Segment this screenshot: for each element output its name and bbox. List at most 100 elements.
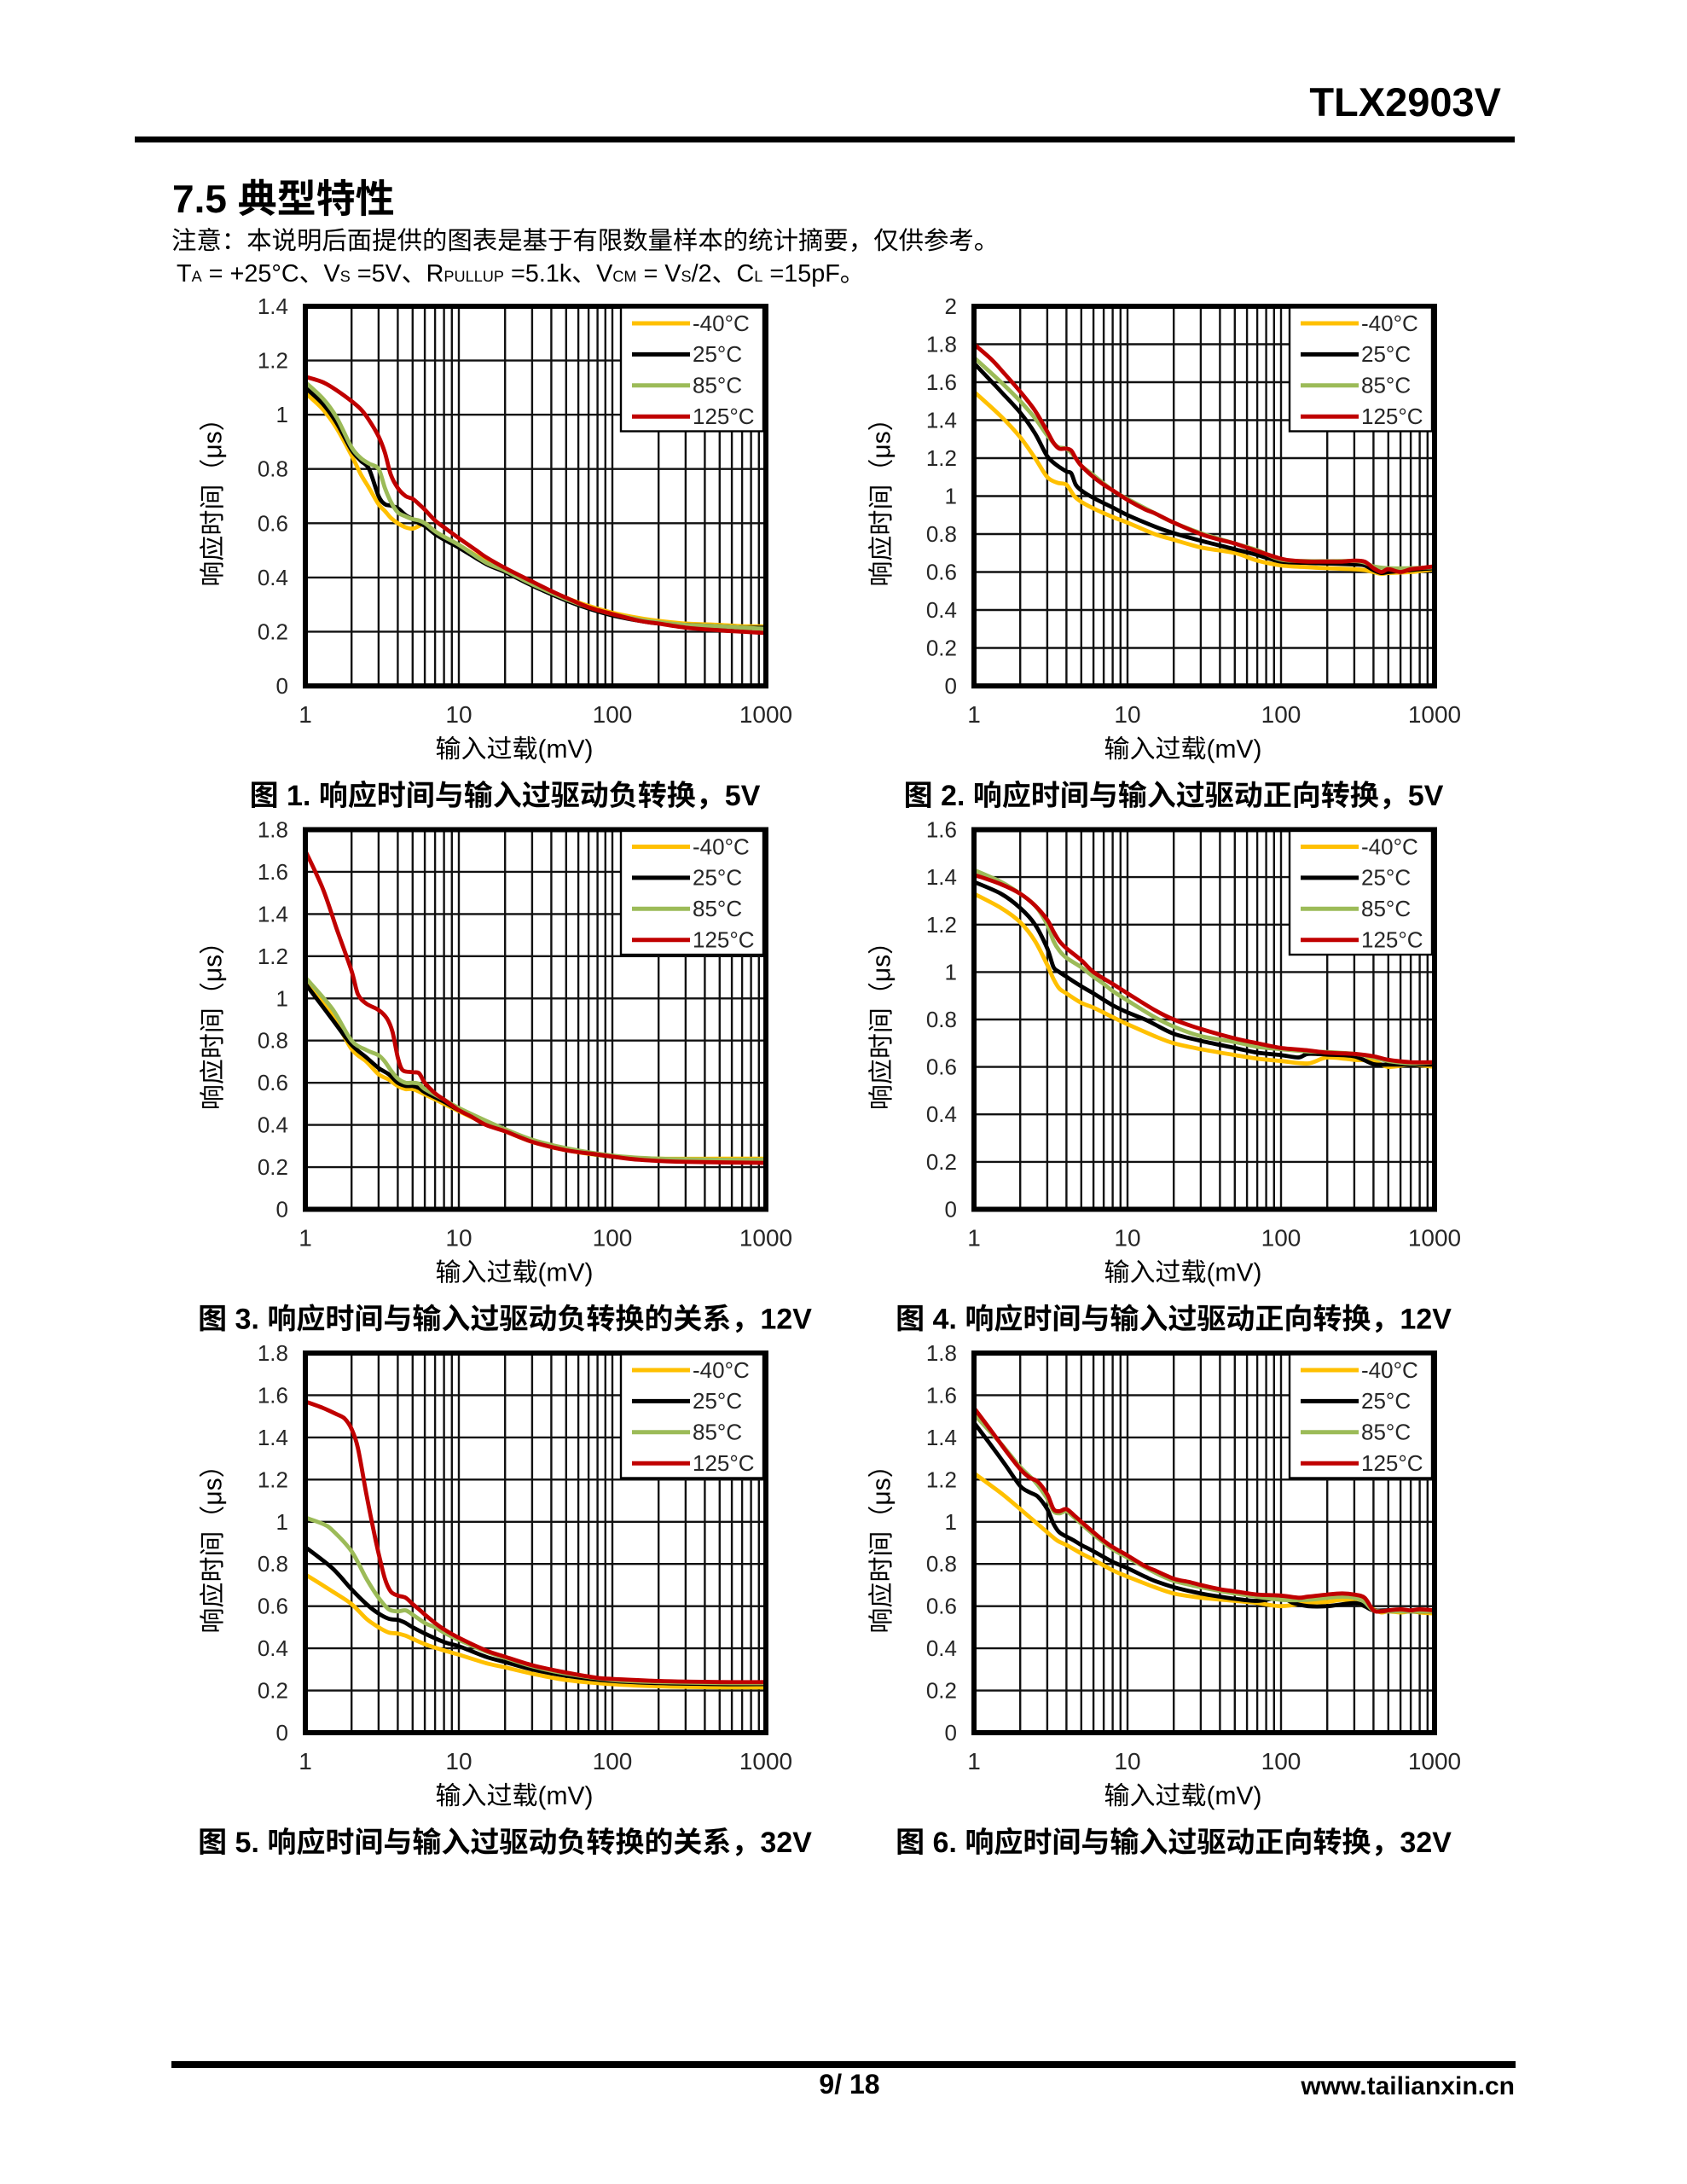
svg-text:1: 1 (276, 402, 288, 427)
svg-text:125°C: 125°C (1361, 1450, 1423, 1476)
svg-text:1.6: 1.6 (926, 369, 957, 395)
svg-text:0.4: 0.4 (258, 1635, 288, 1661)
svg-text:1: 1 (299, 1748, 312, 1774)
svg-text:0.4: 0.4 (926, 1101, 957, 1127)
svg-text:100: 100 (593, 701, 633, 728)
svg-text:100: 100 (593, 1748, 633, 1774)
svg-text:2: 2 (945, 293, 957, 319)
svg-text:1: 1 (967, 1225, 981, 1252)
svg-text:1.6: 1.6 (926, 817, 957, 843)
svg-text:0: 0 (945, 673, 957, 699)
svg-text:10: 10 (445, 1225, 472, 1252)
svg-text:0.6: 0.6 (926, 1054, 957, 1080)
svg-text:125°C: 125°C (1361, 927, 1423, 953)
svg-text:1000: 1000 (1408, 701, 1461, 728)
svg-text:0.6: 0.6 (258, 1594, 288, 1619)
svg-text:1.2: 1.2 (258, 348, 288, 374)
svg-text:1: 1 (299, 701, 312, 728)
svg-text:10: 10 (445, 701, 472, 728)
svg-text:1.2: 1.2 (926, 912, 957, 938)
svg-text:0.4: 0.4 (258, 565, 288, 590)
svg-text:0.8: 0.8 (926, 1551, 957, 1577)
svg-text:1.4: 1.4 (926, 1425, 957, 1450)
svg-text:1000: 1000 (739, 1748, 792, 1774)
svg-text:1000: 1000 (1408, 1225, 1461, 1252)
svg-text:1.6: 1.6 (258, 859, 288, 885)
svg-text:1000: 1000 (739, 701, 792, 728)
svg-text:25°C: 25°C (693, 1388, 742, 1414)
svg-text:0: 0 (276, 1197, 288, 1223)
svg-text:25°C: 25°C (1361, 1388, 1411, 1414)
svg-text:85°C: 85°C (693, 373, 742, 398)
svg-text:1.2: 1.2 (926, 1467, 957, 1492)
svg-text:0.8: 0.8 (926, 521, 957, 547)
svg-text:25°C: 25°C (693, 865, 742, 891)
svg-text:25°C: 25°C (1361, 341, 1411, 367)
svg-text:0.8: 0.8 (258, 456, 288, 482)
svg-text:1: 1 (967, 701, 981, 728)
svg-text:www.tailianxin.cn: www.tailianxin.cn (1300, 2072, 1515, 2100)
svg-text:0.2: 0.2 (926, 1678, 957, 1704)
svg-text:1.8: 1.8 (258, 817, 288, 843)
svg-text:100: 100 (1261, 1225, 1301, 1252)
svg-text:0: 0 (945, 1720, 957, 1745)
svg-text:1.4: 1.4 (926, 408, 957, 433)
svg-text:-40°C: -40°C (1361, 1357, 1418, 1383)
svg-text:100: 100 (1261, 1748, 1301, 1774)
svg-text:0.6: 0.6 (258, 510, 288, 536)
svg-text:0: 0 (276, 673, 288, 699)
svg-text:-40°C: -40°C (693, 311, 750, 336)
svg-text:1.8: 1.8 (926, 332, 957, 357)
svg-text:0.2: 0.2 (258, 619, 288, 644)
svg-text:85°C: 85°C (1361, 373, 1411, 398)
svg-text:9/ 18: 9/ 18 (819, 2069, 879, 2100)
svg-text:1.2: 1.2 (926, 445, 957, 471)
svg-text:1: 1 (276, 1509, 288, 1535)
svg-text:1.8: 1.8 (258, 1340, 288, 1366)
svg-text:1: 1 (945, 484, 957, 509)
svg-text:1: 1 (945, 1509, 957, 1535)
svg-text:1.2: 1.2 (258, 1467, 288, 1492)
svg-text:100: 100 (1261, 701, 1301, 728)
svg-text:125°C: 125°C (693, 927, 755, 953)
svg-text:1: 1 (299, 1225, 312, 1252)
svg-text:1: 1 (967, 1748, 981, 1774)
svg-text:-40°C: -40°C (1361, 834, 1418, 859)
svg-text:0.8: 0.8 (258, 1028, 288, 1054)
svg-text:-40°C: -40°C (1361, 311, 1418, 336)
svg-text:100: 100 (593, 1225, 633, 1252)
svg-text:1.8: 1.8 (926, 1340, 957, 1366)
svg-text:0.6: 0.6 (926, 560, 957, 585)
svg-text:125°C: 125°C (693, 404, 755, 429)
svg-text:0.4: 0.4 (926, 597, 957, 623)
svg-text:1: 1 (276, 985, 288, 1011)
svg-text:1000: 1000 (739, 1225, 792, 1252)
svg-text:0.2: 0.2 (258, 1154, 288, 1180)
svg-text:1: 1 (945, 959, 957, 985)
svg-text:1.6: 1.6 (258, 1382, 288, 1408)
svg-text:1.4: 1.4 (258, 293, 288, 319)
svg-text:10: 10 (445, 1748, 472, 1774)
svg-text:1.4: 1.4 (926, 864, 957, 890)
svg-text:25°C: 25°C (1361, 865, 1411, 891)
svg-text:25°C: 25°C (693, 341, 742, 367)
svg-text:0.4: 0.4 (926, 1635, 957, 1661)
svg-text:125°C: 125°C (693, 1450, 755, 1476)
svg-text:0.2: 0.2 (926, 636, 957, 661)
svg-text:0.6: 0.6 (258, 1070, 288, 1095)
svg-text:85°C: 85°C (693, 1420, 742, 1445)
svg-text:0: 0 (276, 1720, 288, 1745)
svg-text:-40°C: -40°C (693, 1357, 750, 1383)
svg-text:0.4: 0.4 (258, 1112, 288, 1138)
svg-text:10: 10 (1114, 1748, 1140, 1774)
svg-text:0.2: 0.2 (926, 1149, 957, 1175)
svg-text:10: 10 (1114, 1225, 1140, 1252)
svg-text:TLX2903V: TLX2903V (1309, 79, 1501, 125)
svg-text:125°C: 125°C (1361, 404, 1423, 429)
svg-text:85°C: 85°C (1361, 896, 1411, 921)
svg-text:10: 10 (1114, 701, 1140, 728)
svg-text:0.2: 0.2 (258, 1678, 288, 1704)
svg-text:0.8: 0.8 (926, 1007, 957, 1032)
svg-text:1.6: 1.6 (926, 1382, 957, 1408)
svg-text:0.8: 0.8 (258, 1551, 288, 1577)
